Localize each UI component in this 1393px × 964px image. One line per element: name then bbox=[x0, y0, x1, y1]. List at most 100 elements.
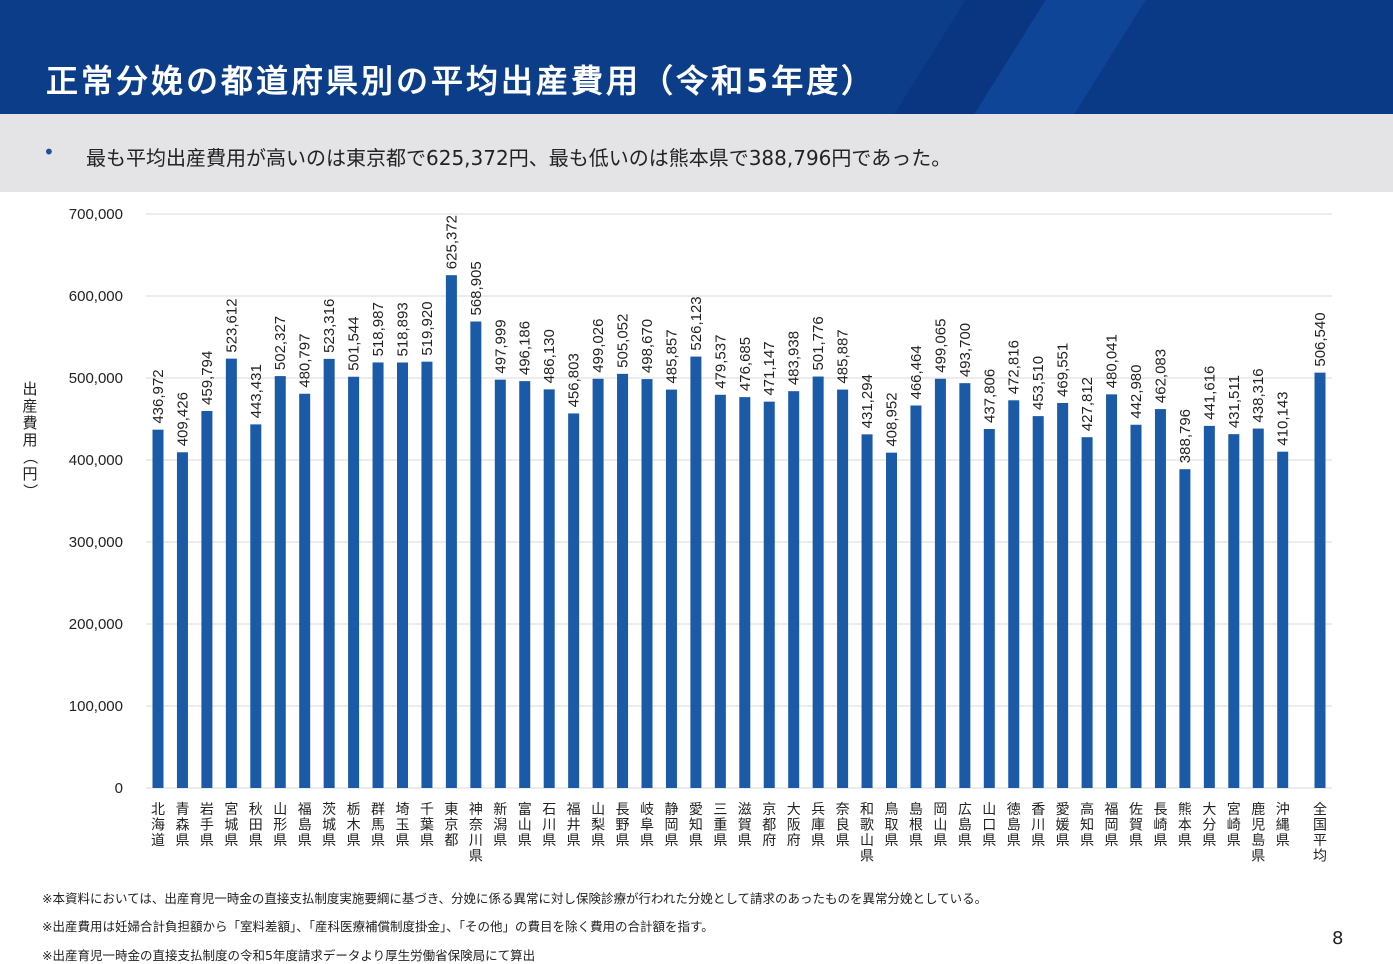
svg-text:県: 県 bbox=[860, 849, 874, 865]
svg-text:大: 大 bbox=[787, 802, 801, 818]
category-label: 広島県 bbox=[958, 802, 972, 849]
svg-text:県: 県 bbox=[1080, 833, 1094, 849]
bar-value-label: 453,510 bbox=[1030, 356, 1047, 410]
bar-value-label: 499,026 bbox=[590, 319, 607, 373]
svg-text:県: 県 bbox=[371, 833, 385, 849]
bar-value-label: 518,893 bbox=[395, 302, 412, 356]
bar-value-label: 523,316 bbox=[321, 299, 338, 353]
svg-text:良: 良 bbox=[836, 818, 850, 834]
bar-value-label: 427,812 bbox=[1079, 377, 1096, 431]
svg-text:県: 県 bbox=[469, 849, 483, 865]
svg-text:富: 富 bbox=[518, 801, 532, 818]
y-tick-label: 500,000 bbox=[69, 370, 123, 387]
svg-text:県: 県 bbox=[493, 833, 507, 849]
svg-text:県: 県 bbox=[298, 833, 312, 849]
bar-value-label: 523,612 bbox=[223, 298, 240, 352]
category-label: 山口県 bbox=[982, 802, 996, 849]
svg-text:滋: 滋 bbox=[738, 802, 752, 818]
svg-text:城: 城 bbox=[224, 818, 238, 834]
bar-value-label: 441,616 bbox=[1201, 366, 1218, 420]
svg-text:県: 県 bbox=[1251, 849, 1265, 865]
bar bbox=[1130, 424, 1142, 788]
svg-text:県: 県 bbox=[396, 833, 410, 849]
bar bbox=[397, 362, 408, 788]
bar-value-label: 518,987 bbox=[370, 302, 387, 356]
svg-text:全: 全 bbox=[1313, 801, 1327, 818]
svg-text:島: 島 bbox=[298, 818, 312, 834]
svg-text:均: 均 bbox=[1313, 849, 1327, 865]
svg-text:都: 都 bbox=[444, 833, 458, 849]
svg-text:茨: 茨 bbox=[322, 802, 336, 818]
bar bbox=[1179, 469, 1191, 788]
bar bbox=[910, 405, 922, 788]
bar bbox=[421, 361, 433, 788]
bar-value-label: 506,540 bbox=[1312, 312, 1329, 366]
category-label: 兵庫県 bbox=[811, 802, 825, 849]
svg-text:県: 県 bbox=[420, 833, 434, 849]
bar bbox=[665, 389, 677, 788]
svg-text:府: 府 bbox=[787, 833, 801, 849]
category-label: 山形県 bbox=[273, 802, 287, 849]
bar bbox=[1106, 394, 1118, 788]
bar-value-label: 499,065 bbox=[932, 319, 949, 373]
svg-text:知: 知 bbox=[1080, 817, 1094, 834]
svg-text:山: 山 bbox=[273, 802, 287, 818]
svg-text:県: 県 bbox=[811, 833, 825, 849]
bar bbox=[739, 397, 751, 788]
category-label: 静岡県 bbox=[664, 802, 678, 849]
bar-value-label: 480,041 bbox=[1104, 334, 1121, 388]
category-label: 大阪府 bbox=[787, 802, 801, 849]
svg-text:熊: 熊 bbox=[1178, 802, 1192, 818]
bar bbox=[323, 358, 335, 788]
category-label: 愛媛県 bbox=[1056, 802, 1070, 849]
svg-text:県: 県 bbox=[689, 833, 703, 849]
y-axis-title-char: 円 bbox=[22, 465, 37, 483]
svg-text:埼: 埼 bbox=[396, 802, 410, 818]
svg-text:阪: 阪 bbox=[787, 818, 801, 834]
svg-text:北: 北 bbox=[151, 802, 165, 818]
bar-value-label: 501,776 bbox=[810, 316, 827, 370]
svg-text:森: 森 bbox=[175, 818, 189, 834]
svg-text:馬: 馬 bbox=[371, 818, 385, 834]
bar-value-label: 479,537 bbox=[712, 335, 729, 389]
svg-text:県: 県 bbox=[347, 833, 361, 849]
bar-value-label: 431,294 bbox=[859, 374, 876, 428]
svg-text:葉: 葉 bbox=[420, 818, 434, 834]
bar-value-label: 456,803 bbox=[566, 353, 583, 407]
category-label: 愛知県 bbox=[689, 802, 703, 849]
svg-text:国: 国 bbox=[1313, 818, 1327, 834]
svg-text:賀: 賀 bbox=[738, 818, 752, 834]
svg-text:岡: 岡 bbox=[1105, 818, 1119, 834]
bar bbox=[837, 389, 849, 788]
bar bbox=[1228, 434, 1240, 788]
bar bbox=[763, 401, 775, 788]
bar-value-label: 469,551 bbox=[1055, 343, 1072, 397]
category-label: 福島県 bbox=[298, 802, 312, 849]
svg-text:鳥: 鳥 bbox=[885, 802, 899, 818]
svg-text:島: 島 bbox=[958, 818, 972, 834]
svg-text:川: 川 bbox=[1031, 818, 1045, 834]
category-label: 長野県 bbox=[616, 802, 630, 849]
bar-value-label: 466,464 bbox=[908, 345, 925, 399]
bar-value-label: 501,544 bbox=[346, 316, 363, 370]
svg-text:県: 県 bbox=[322, 833, 336, 849]
bar bbox=[690, 356, 702, 788]
svg-text:口: 口 bbox=[982, 818, 996, 834]
category-label: 福岡県 bbox=[1105, 802, 1119, 849]
bar bbox=[788, 391, 800, 788]
bar-value-label: 409,426 bbox=[174, 392, 191, 446]
svg-text:青: 青 bbox=[175, 802, 189, 818]
svg-text:山: 山 bbox=[933, 818, 947, 834]
category-label: 岐阜県 bbox=[640, 802, 654, 849]
bar-value-label: 486,130 bbox=[541, 329, 558, 383]
y-tick-label: 200,000 bbox=[69, 616, 123, 633]
svg-text:県: 県 bbox=[1129, 833, 1143, 849]
svg-text:奈: 奈 bbox=[836, 802, 850, 818]
bar bbox=[1277, 451, 1289, 788]
svg-text:歌: 歌 bbox=[860, 818, 874, 834]
svg-text:兵: 兵 bbox=[811, 802, 825, 818]
svg-text:県: 県 bbox=[933, 833, 947, 849]
footnote-3: ※出産育児一時金の直接支払制度の令和5年度請求データより厚生労働省保険局にて算出 bbox=[42, 948, 536, 963]
